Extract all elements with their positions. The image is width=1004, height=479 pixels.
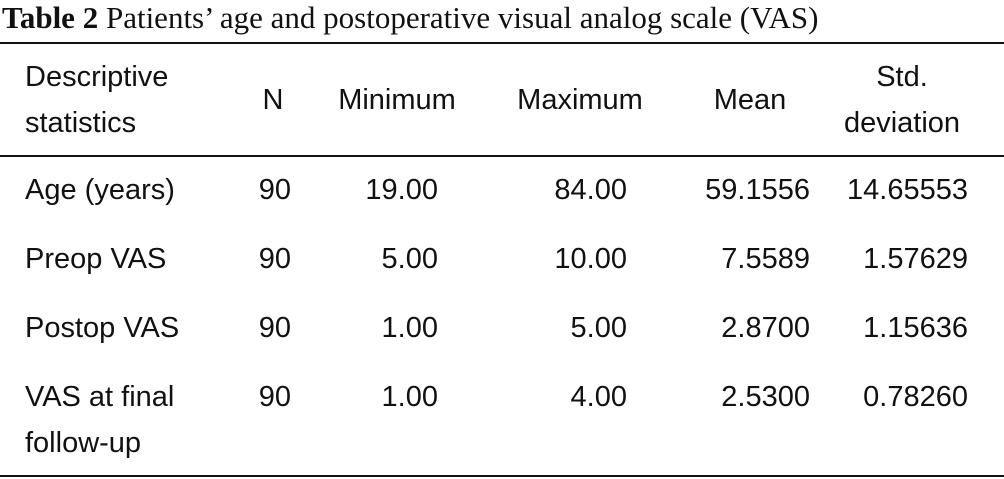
data-cell: 14.65553 [847,174,968,206]
header-cell: N [262,84,284,116]
data-cell: 90 [258,243,291,275]
data-cell: 10.00 [554,243,627,275]
data-cell: 1.15636 [863,312,968,344]
row-label: VAS at final follow-up [25,381,175,459]
data-cell: 19.00 [365,174,438,206]
data-cell: 2.8700 [721,312,810,344]
table-caption: Table 2 Patients’ age and postoperative … [2,0,818,36]
data-cell: 90 [258,312,291,344]
data-cell: 1.57629 [863,243,968,275]
header-cell: Maximum [517,84,643,116]
data-cell: 90 [258,174,291,206]
top-rule [0,42,1004,44]
caption-text: Patients’ age and postoperative visual a… [105,0,819,35]
caption-label: Table 2 [2,0,99,35]
row-label: Age (years) [25,174,175,206]
data-cell: 5.00 [381,243,438,275]
data-cell: 90 [258,381,291,413]
data-cell: 5.00 [570,312,627,344]
data-cell: 1.00 [381,381,438,413]
header-cell: Mean [713,84,787,116]
data-cell: 4.00 [570,381,627,413]
data-cell: 1.00 [381,312,438,344]
row-label: Postop VAS [25,312,180,344]
row-label: Preop VAS [25,243,167,275]
data-cell: 0.78260 [863,381,968,413]
header-cell: Std. deviation [843,61,961,139]
data-cell: 84.00 [554,174,627,206]
data-cell: 59.1556 [705,174,810,206]
header-cell: Minimum [338,84,456,116]
header-cell: Descriptive statistics [25,61,169,139]
data-cell: 7.5589 [721,243,810,275]
bottom-rule [0,475,1004,477]
header-rule [0,155,1004,157]
data-cell: 2.5300 [721,381,810,413]
